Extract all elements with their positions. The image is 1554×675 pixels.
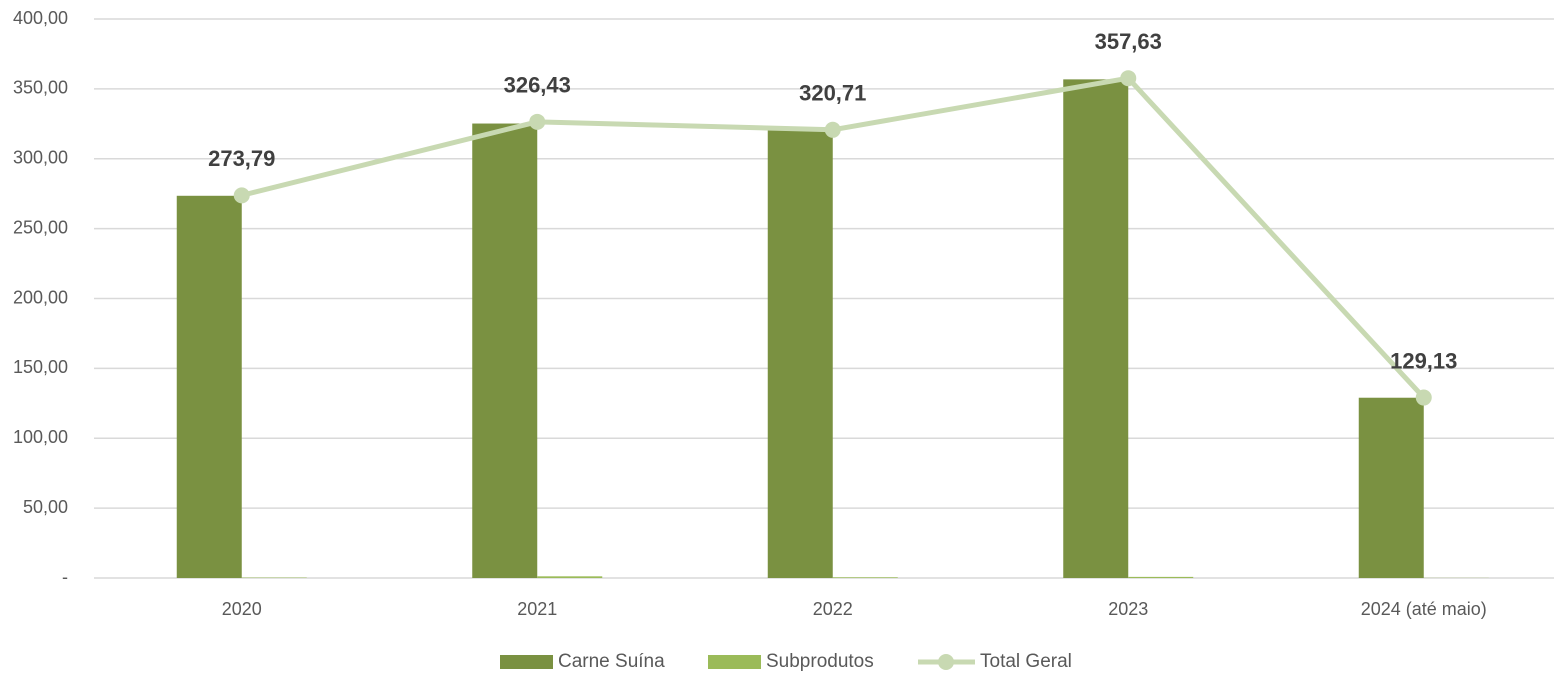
y-tick-label: - [62,567,68,587]
y-tick-label: 300,00 [13,148,68,168]
bar [1358,397,1424,578]
y-tick-label: 100,00 [13,427,68,447]
legend-swatch [500,655,553,669]
marker [1120,70,1137,87]
legend-swatch [938,654,954,670]
x-tick-label: 2022 [813,599,853,619]
x-tick-label: 2021 [517,599,557,619]
data-label: 326,43 [504,73,571,98]
marker [1415,389,1432,406]
y-tick-label: 250,00 [13,217,68,237]
bar [767,130,833,578]
marker [233,187,250,204]
y-tick-label: 350,00 [13,78,68,98]
bar [176,195,242,578]
y-tick-label: 400,00 [13,8,68,28]
marker [824,121,841,138]
bar [537,576,603,578]
legend-label: Carne Suína [558,651,665,672]
legend-label: Subprodutos [766,651,874,672]
legend-swatch [708,655,761,669]
bar [1063,79,1129,578]
data-label: 273,79 [208,146,275,171]
bar [1128,576,1194,578]
data-label: 357,63 [1095,29,1162,54]
data-label: 129,13 [1390,348,1457,373]
legend-label: Total Geral [980,651,1072,672]
y-tick-label: 50,00 [23,497,68,517]
x-tick-label: 2024 (até maio) [1361,599,1487,619]
y-tick-label: 200,00 [13,287,68,307]
bar [832,577,898,578]
x-tick-label: 2023 [1108,599,1148,619]
y-tick-label: 150,00 [13,357,68,377]
data-label: 320,71 [799,81,866,106]
bar [472,123,538,579]
x-tick-label: 2020 [222,599,262,619]
marker [529,113,546,130]
